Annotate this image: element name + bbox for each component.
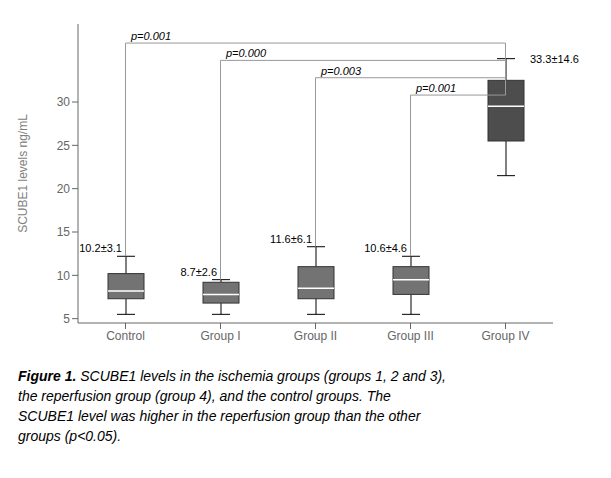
html-text:SCUBE1 level was higher in the: SCUBE1 level was higher in the reperfusi… [18,408,421,424]
svg-text:Group IV: Group IV [481,329,529,343]
svg-text:Group III: Group III [387,329,434,343]
svg-text:p=0.000: p=0.000 [225,47,267,59]
svg-text:Control: Control [106,329,145,343]
svg-text:33.3±14.6: 33.3±14.6 [530,53,579,65]
svg-text:25: 25 [57,139,71,153]
svg-text:Group II: Group II [294,329,337,343]
svg-text:20: 20 [57,182,71,196]
svg-text:Group I: Group I [200,329,240,343]
svg-text:11.6±6.1: 11.6±6.1 [270,233,312,245]
svg-text:p=0.001: p=0.001 [130,30,171,42]
html-text:Figure 1. SCUBE1 levels in the: Figure 1. SCUBE1 levels in the ischemia … [18,368,446,384]
html-text:the reperfusion group (group 4: the reperfusion group (group 4), and the… [18,388,391,404]
svg-text:10: 10 [57,269,71,283]
svg-text:p=0.001: p=0.001 [415,82,456,94]
svg-text:10.6±4.6: 10.6±4.6 [364,242,407,254]
html-text:groups (p<0.05).: groups (p<0.05). [18,428,122,444]
svg-text:8.7±2.6: 8.7±2.6 [180,266,217,278]
svg-text:30: 30 [57,95,71,109]
svg-text:15: 15 [57,225,71,239]
svg-text:10.2±3.1: 10.2±3.1 [79,242,122,254]
svg-text:SCUBE1 levels ng/mL: SCUBE1 levels ng/mL [16,114,30,233]
svg-text:5: 5 [63,312,70,326]
svg-text:p=0.003: p=0.003 [320,65,362,77]
